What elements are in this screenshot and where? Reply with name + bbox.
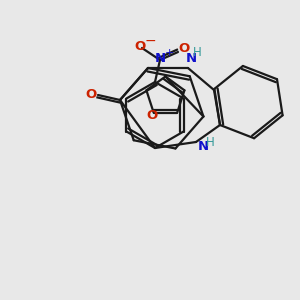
Text: −: −	[144, 34, 156, 48]
Text: +: +	[164, 48, 174, 58]
Text: N: N	[197, 140, 208, 154]
Text: O: O	[146, 109, 157, 122]
Text: O: O	[178, 43, 190, 56]
Text: N: N	[154, 52, 166, 64]
Text: H: H	[206, 136, 214, 149]
Text: O: O	[85, 88, 97, 100]
Text: N: N	[185, 52, 197, 65]
Text: H: H	[193, 46, 201, 59]
Text: O: O	[134, 40, 146, 52]
